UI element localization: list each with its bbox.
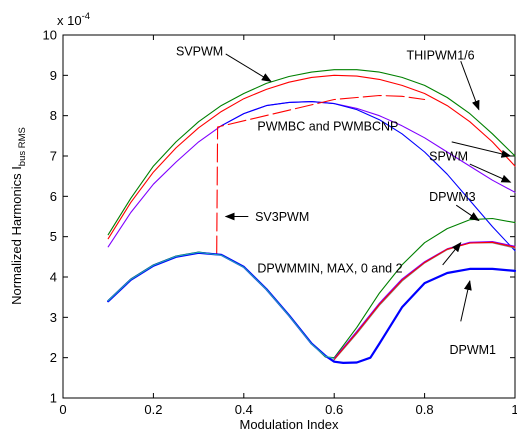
x-tick-label: 0 bbox=[59, 402, 66, 417]
y-multiplier-exp: -4 bbox=[82, 11, 90, 22]
y-tick-label: 8 bbox=[50, 108, 57, 123]
series-line-dpwmmin_red bbox=[333, 241, 516, 360]
series-line-svpwm bbox=[107, 69, 516, 236]
y-axis-label-main: Normalized Harmonics I bbox=[9, 166, 24, 305]
annotation-dpwm1: DPWM1 bbox=[449, 343, 496, 357]
y-tick-label: 3 bbox=[50, 310, 57, 325]
y-multiplier-base: x 10 bbox=[57, 13, 82, 28]
y-tick-label: 9 bbox=[50, 68, 57, 83]
y-axis-label: Normalized Harmonics Ibus RMS bbox=[9, 127, 28, 305]
y-tick-label: 10 bbox=[43, 28, 57, 43]
series-line-thipwm bbox=[107, 74, 516, 240]
x-tick-label: 1 bbox=[511, 402, 517, 417]
annotation-pwmbc: PWMBC and PWMBCNP bbox=[257, 119, 398, 133]
annotation-arrow-pwmbc bbox=[451, 141, 512, 158]
series-layer bbox=[107, 69, 517, 364]
y-tick-label: 2 bbox=[50, 350, 57, 365]
annotation-layer: SVPWM THIPWM1/6 PWMBC and PWMBCNP SPWM SV3PW… bbox=[176, 45, 512, 357]
y-tick-label: 1 bbox=[50, 391, 57, 406]
x-axis-label: Modulation Index bbox=[239, 417, 339, 432]
annotation-spwm: SPWM bbox=[429, 150, 468, 164]
series-line-sv3pwm bbox=[216, 94, 426, 255]
annotation-arrow-spwm bbox=[469, 163, 512, 183]
x-tick-label: 0.8 bbox=[416, 402, 434, 417]
annotation-arrow-dpwmmin bbox=[442, 241, 462, 266]
y-tick-label: 7 bbox=[50, 149, 57, 164]
y-tick-label: 5 bbox=[50, 229, 57, 244]
y-tick-label: 6 bbox=[50, 189, 57, 204]
x-tick-label: 0.6 bbox=[325, 402, 343, 417]
plot-area bbox=[62, 34, 516, 399]
series-line-spwm bbox=[220, 101, 516, 252]
y-tick-label: 4 bbox=[50, 270, 57, 285]
x-tick-label: 0.4 bbox=[235, 402, 253, 417]
y-axis-label-sub: bus RMS bbox=[17, 127, 28, 166]
annotation-dpwmmin: DPWMMIN, MAX, 0 and 2 bbox=[257, 262, 402, 276]
series-line-low_cyan bbox=[107, 251, 335, 359]
annotation-arrow-dpwm3 bbox=[455, 204, 480, 222]
y-multiplier: x 10-4 bbox=[57, 11, 90, 28]
x-tick-label: 0.2 bbox=[144, 402, 162, 417]
annotation-arrow-thipwm bbox=[460, 61, 480, 111]
series-line-dpwmmin_purple bbox=[333, 240, 516, 360]
axis-ticks: 0 0.2 0.4 0.6 0.8 1 1 2 3 4 5 6 7 8 9 10 bbox=[43, 28, 517, 418]
annotation-arrow-svpwm bbox=[225, 53, 272, 82]
annotation-dpwm3: DPWM3 bbox=[429, 190, 476, 204]
annotation-arrow-dpwm1 bbox=[460, 280, 472, 322]
annotation-svpwm: SVPWM bbox=[176, 45, 223, 59]
annotation-thipwm: THIPWM1/6 bbox=[407, 49, 475, 63]
annotation-sv3pwm: SV3PWM bbox=[255, 210, 309, 224]
